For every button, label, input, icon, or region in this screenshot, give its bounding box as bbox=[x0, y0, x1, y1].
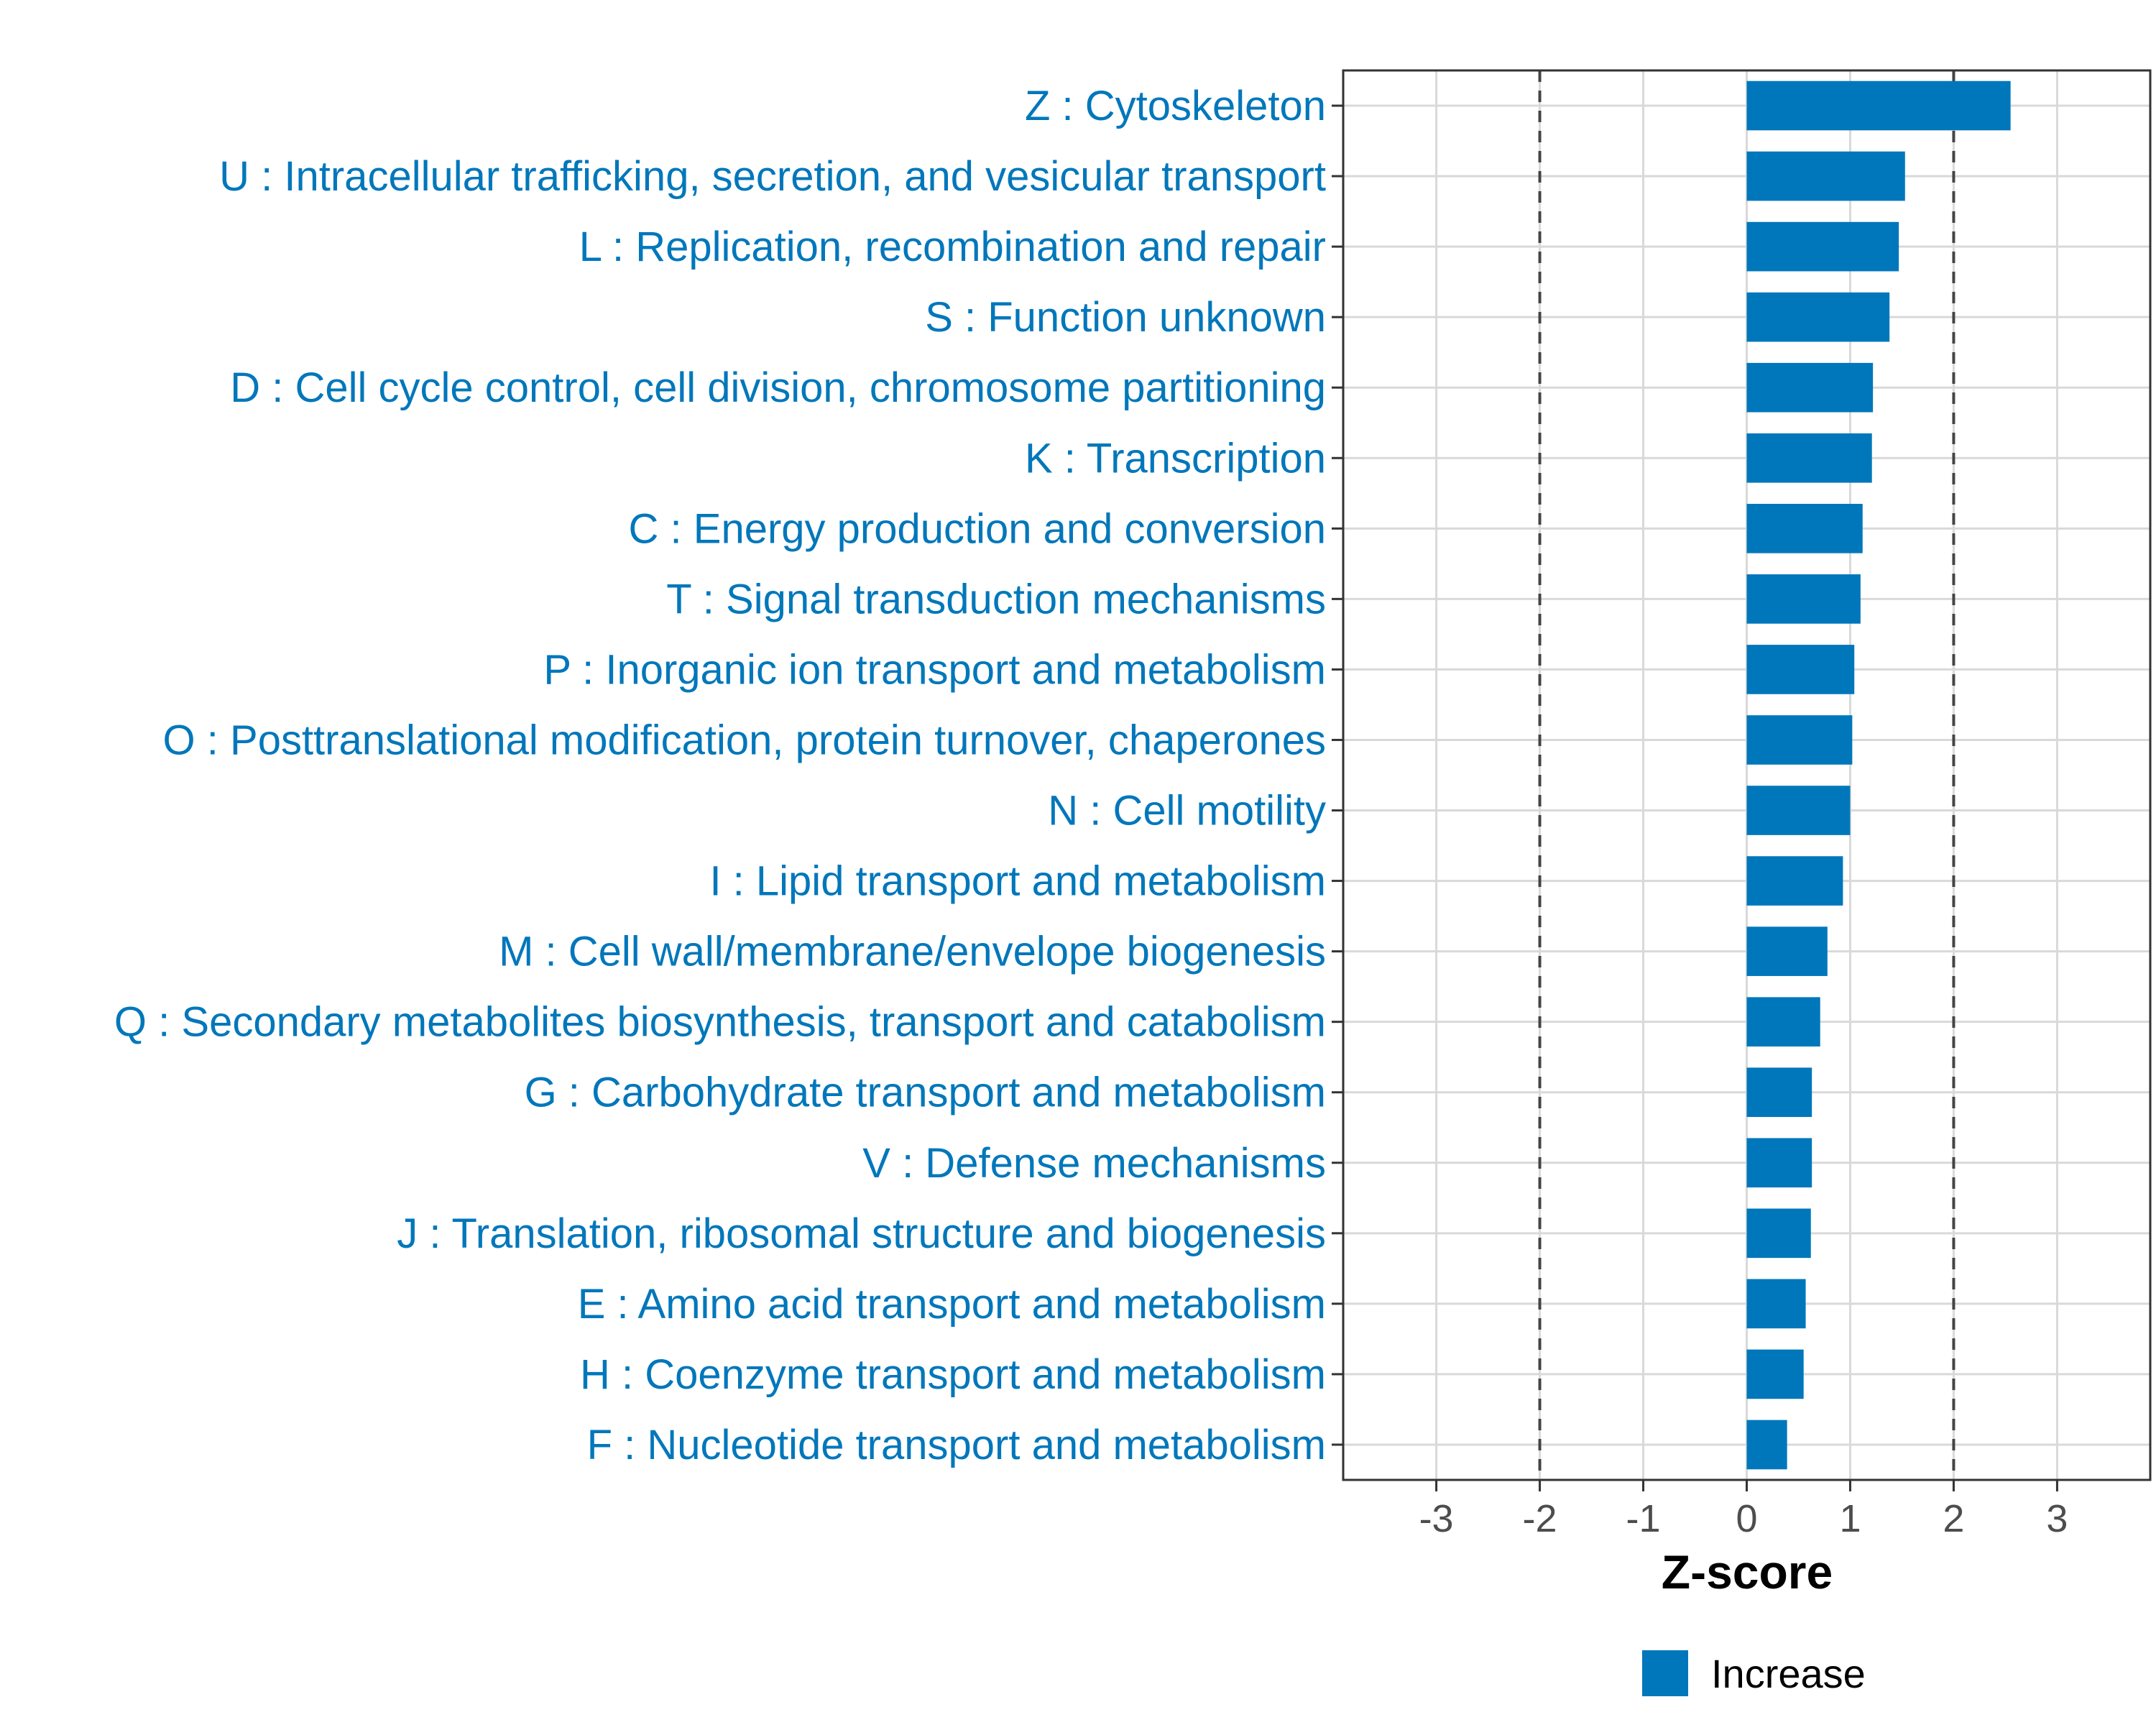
x-tick-label: 2 bbox=[1943, 1497, 1964, 1540]
bar bbox=[1746, 1279, 1806, 1329]
bar bbox=[1746, 433, 1872, 483]
bar bbox=[1746, 786, 1851, 835]
bar bbox=[1746, 926, 1828, 976]
x-tick-label: -3 bbox=[1419, 1497, 1454, 1540]
bar bbox=[1746, 1138, 1812, 1188]
bar bbox=[1746, 1067, 1812, 1118]
x-tick-label: 1 bbox=[1839, 1497, 1861, 1540]
category-label: C : Energy production and conversion bbox=[629, 505, 1326, 552]
bar bbox=[1746, 362, 1874, 413]
category-label: T : Signal transduction mechanisms bbox=[666, 576, 1326, 622]
bar bbox=[1746, 292, 1890, 342]
bar bbox=[1746, 1208, 1811, 1259]
bar bbox=[1746, 645, 1855, 694]
category-label: P : Inorganic ion transport and metaboli… bbox=[543, 646, 1326, 693]
bar bbox=[1746, 221, 1899, 272]
bar bbox=[1746, 151, 1905, 201]
category-label: D : Cell cycle control, cell division, c… bbox=[230, 364, 1326, 411]
y-ticks bbox=[1332, 104, 1343, 1446]
category-labels: Z : Cytoskeleton U : Intracellular traffi… bbox=[114, 83, 1326, 1468]
bar bbox=[1746, 504, 1863, 553]
category-label: F : Nucleotide transport and metabolism bbox=[587, 1422, 1326, 1468]
legend-label: Increase bbox=[1711, 1651, 1866, 1696]
bar bbox=[1746, 1420, 1787, 1470]
category-label: V : Defense mechanisms bbox=[862, 1140, 1326, 1187]
x-axis-title: Z-score bbox=[1662, 1545, 1833, 1598]
category-label: G : Carbohydrate transport and metabolis… bbox=[525, 1070, 1326, 1116]
category-label: Q : Secondary metabolites biosynthesis, … bbox=[114, 999, 1326, 1046]
category-label: S : Function unknown bbox=[925, 294, 1326, 341]
category-label: M : Cell wall/membrane/envelope biogenes… bbox=[499, 929, 1326, 975]
grid-lines bbox=[1343, 70, 2150, 1480]
x-ticks: -3 -2 -1 0 1 2 3 bbox=[1419, 1480, 2068, 1540]
category-label: Z : Cytoskeleton bbox=[1025, 83, 1326, 129]
bar bbox=[1746, 856, 1843, 906]
x-tick-label: -2 bbox=[1523, 1497, 1557, 1540]
category-label: I : Lipid transport and metabolism bbox=[709, 858, 1326, 905]
bar bbox=[1746, 715, 1853, 765]
x-tick-label: 3 bbox=[2046, 1497, 2068, 1540]
category-label: O : Posttranslational modification, prot… bbox=[163, 717, 1326, 763]
bars bbox=[1746, 80, 2011, 1470]
x-tick-label: 0 bbox=[1736, 1497, 1757, 1540]
bar bbox=[1746, 80, 2011, 131]
category-label: L : Replication, recombination and repai… bbox=[579, 224, 1326, 270]
category-label: K : Transcription bbox=[1025, 435, 1326, 482]
category-label: N : Cell motility bbox=[1048, 788, 1326, 834]
category-label: H : Coenzyme transport and metabolism bbox=[580, 1351, 1326, 1398]
category-label: J : Translation, ribosomal structure and… bbox=[397, 1210, 1326, 1257]
legend: Increase bbox=[1642, 1650, 1866, 1696]
bar bbox=[1746, 574, 1861, 624]
legend-swatch bbox=[1642, 1650, 1688, 1696]
category-label: E : Amino acid transport and metabolism bbox=[578, 1281, 1326, 1328]
threshold-lines bbox=[1538, 70, 1955, 1480]
category-label: U : Intracellular trafficking, secretion… bbox=[219, 153, 1326, 200]
bar bbox=[1746, 997, 1820, 1046]
x-tick-label: -1 bbox=[1626, 1497, 1661, 1540]
bar bbox=[1746, 1349, 1804, 1399]
